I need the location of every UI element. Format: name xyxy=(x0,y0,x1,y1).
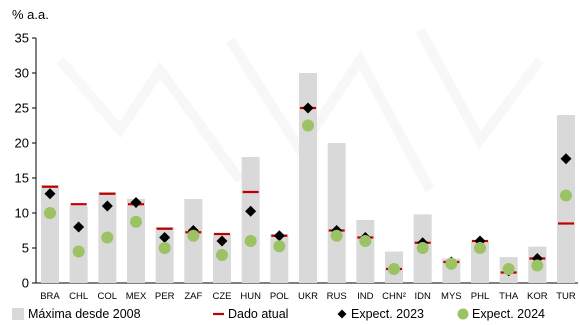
expect-2023-point xyxy=(101,200,113,212)
x-tick-label: HUN xyxy=(240,291,261,302)
expect-2023-point xyxy=(73,221,85,233)
y-tick-label: 20 xyxy=(15,136,29,151)
y-tick-label: 25 xyxy=(15,101,29,116)
expect-2023-point xyxy=(159,232,171,243)
legend-label: Dado atual xyxy=(228,307,288,321)
expect-2023-point xyxy=(216,235,228,247)
x-tick-label: PER xyxy=(155,291,175,302)
bar-HUN xyxy=(241,157,260,283)
x-tick-label: IND xyxy=(357,291,374,302)
y-tick-label: 5 xyxy=(22,241,29,256)
y-tick-label: 0 xyxy=(22,276,29,291)
expect-2024-point xyxy=(72,245,85,258)
expect-2024-point xyxy=(187,229,200,242)
x-tick-label: MYS xyxy=(441,291,462,302)
x-axis-labels: BRA CHL COL MEX PER ZAF CZE HUN POL UKR RUS IND CHN²… xyxy=(40,291,576,302)
expect-2023-point xyxy=(44,188,56,200)
expect-2024-point xyxy=(474,242,486,254)
expect-2024-point xyxy=(330,229,343,242)
x-tick-label: CHL xyxy=(69,291,88,302)
bar-PER xyxy=(155,227,174,283)
expect-2024-point xyxy=(158,242,171,254)
expect-2024-point xyxy=(502,263,515,275)
bar-RUS xyxy=(327,143,346,283)
expect-2024-point xyxy=(359,235,372,247)
expect-2024-point xyxy=(531,259,544,272)
y-axis-unit: % a.a. xyxy=(12,7,49,22)
bar-CHL xyxy=(69,206,88,283)
expect-2024-point xyxy=(388,263,400,275)
y-tick-label: 35 xyxy=(15,31,29,46)
x-tick-label: CZE xyxy=(213,291,232,302)
expect-2024-point xyxy=(101,231,114,244)
legend-label: Máxima desde 2008 xyxy=(28,307,141,321)
x-tick-label: TUR xyxy=(556,291,576,302)
x-tick-label: POL xyxy=(270,291,289,302)
expect-2024-series xyxy=(44,119,572,275)
expect-2024-point xyxy=(130,215,142,228)
expect-2024-point xyxy=(244,235,257,247)
legend-label: Expect. 2023 xyxy=(351,307,424,321)
x-tick-label: UKR xyxy=(298,291,318,302)
bar-IND xyxy=(356,220,375,283)
x-tick-label: CHN² xyxy=(382,291,406,302)
legend-swatch-diamond xyxy=(337,309,347,319)
expect-2024-point xyxy=(445,257,458,270)
y-tick-label: 10 xyxy=(15,206,29,221)
x-tick-label: PHL xyxy=(471,291,489,302)
legend: Máxima desde 2008 Dado atual Expect. 2023 E… xyxy=(12,307,545,321)
expect-2024-point xyxy=(273,240,286,253)
expect-2024-point xyxy=(216,249,228,261)
expect-2023-point xyxy=(245,205,257,217)
legend-swatch-bars xyxy=(12,308,24,320)
x-tick-label: THA xyxy=(499,291,519,302)
expect-2023-point xyxy=(302,102,314,114)
expect-2024-point xyxy=(44,207,56,219)
x-tick-label: ZAF xyxy=(184,291,202,302)
x-tick-label: MEX xyxy=(126,291,147,302)
y-tick-label: 30 xyxy=(15,66,29,81)
expect-2023-point xyxy=(273,230,285,242)
legend-swatch-circle xyxy=(457,308,469,320)
expect-2024-point xyxy=(416,242,429,254)
bar-MEX xyxy=(127,199,145,283)
x-tick-label: IDN xyxy=(414,291,431,302)
expect-2023-point xyxy=(560,153,572,165)
x-tick-label: COL xyxy=(98,291,118,302)
x-tick-label: KOR xyxy=(527,291,548,302)
expect-2024-point xyxy=(560,189,572,202)
legend-label: Expect. 2024 xyxy=(472,307,545,321)
expect-2023-point xyxy=(130,197,142,208)
x-tick-label: BRA xyxy=(40,291,60,302)
expect-2024-point xyxy=(302,119,314,132)
bar-BRA xyxy=(41,185,59,283)
y-tick-label: 15 xyxy=(15,171,29,186)
watermark xyxy=(56,27,544,193)
x-tick-label: RUS xyxy=(327,291,347,302)
